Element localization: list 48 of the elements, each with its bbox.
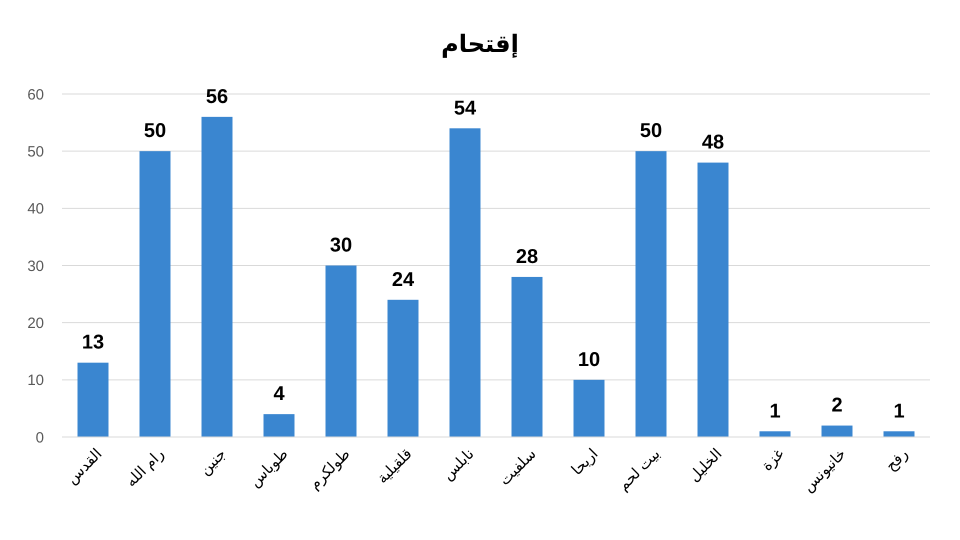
x-tick-label: غزة (758, 445, 788, 474)
x-tick-label: طولكرم (306, 446, 354, 493)
x-tick-label: سلفيت (496, 446, 540, 489)
bar (388, 300, 418, 437)
data-label: 54 (454, 97, 477, 120)
data-label: 13 (82, 332, 104, 354)
data-label: 50 (144, 120, 166, 142)
data-label: 2 (831, 394, 843, 417)
y-tick-label: 10 (27, 372, 44, 390)
y-tick-label: 60 (27, 86, 44, 104)
bar (264, 414, 294, 437)
y-tick-label: 0 (36, 429, 44, 446)
data-label: 56 (206, 86, 228, 108)
data-label: 1 (893, 400, 905, 422)
data-label: 10 (578, 348, 600, 371)
bar (698, 162, 728, 437)
x-tick-label: الخليل (686, 446, 726, 486)
x-tick-label: رفح (882, 446, 912, 475)
bar (450, 128, 480, 437)
data-label: 28 (516, 246, 538, 268)
data-label: 48 (702, 132, 724, 154)
bar (202, 116, 232, 437)
data-label: 1 (769, 400, 781, 422)
bar (78, 362, 108, 437)
data-label: 4 (273, 383, 286, 406)
chart-title: إقتحام (441, 31, 519, 58)
x-tick-label: طوباس (246, 446, 292, 491)
data-label: 30 (330, 234, 352, 256)
x-tick-label: نابلس (439, 446, 478, 484)
y-tick-label: 30 (27, 258, 44, 275)
data-label: 50 (640, 120, 662, 142)
bar (574, 380, 604, 437)
bar (140, 151, 170, 437)
x-tick-label: اريحا (568, 446, 602, 479)
x-tick-label: خانيونس (800, 446, 850, 496)
bar (326, 266, 356, 437)
x-tick-label: رام الله (122, 446, 168, 491)
x-tick-label: قلقيلية (374, 446, 416, 488)
data-label: 24 (392, 268, 415, 291)
bar (636, 151, 666, 437)
bar (822, 426, 852, 437)
y-tick-label: 50 (27, 143, 44, 160)
x-tick-label: القدس (63, 446, 106, 488)
y-tick-label: 20 (27, 314, 44, 332)
bar (512, 276, 542, 437)
x-tick-label: بيت لحم (614, 446, 664, 494)
y-tick-label: 40 (27, 200, 44, 218)
x-tick-label: جنين (196, 446, 230, 479)
